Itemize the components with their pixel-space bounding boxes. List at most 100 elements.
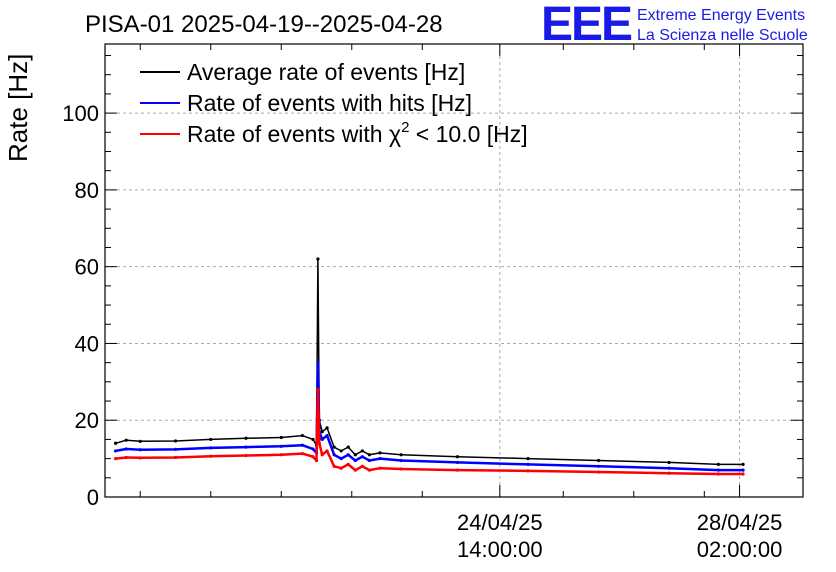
data-point — [320, 453, 324, 457]
data-point — [360, 455, 364, 459]
data-point — [320, 430, 324, 434]
data-point — [244, 453, 248, 458]
x-tick-label-date: 28/04/25 — [697, 510, 783, 535]
data-point — [741, 472, 745, 476]
data-point — [173, 439, 178, 443]
logo-line-1: Extreme Energy Events — [637, 7, 805, 24]
data-point — [339, 449, 343, 453]
data-point — [173, 447, 178, 451]
eee-logo: EEE — [541, 0, 632, 51]
data-point — [353, 468, 357, 472]
data-point — [209, 437, 213, 442]
y-tick-label: 0 — [87, 485, 99, 510]
data-point — [325, 449, 329, 453]
data-point — [325, 433, 329, 438]
legend: Average rate of events [Hz] Rate of event… — [140, 59, 528, 147]
y-axis-label: Rate [Hz] — [3, 54, 33, 162]
y-tick-label: 100 — [62, 101, 99, 126]
data-point — [209, 454, 213, 458]
data-point — [124, 438, 128, 442]
data-point — [325, 426, 329, 430]
legend-label: Rate of events with χ2 < 10.0 [Hz] — [187, 119, 528, 147]
data-point — [332, 453, 336, 457]
data-point — [667, 471, 671, 475]
data-point — [244, 436, 248, 440]
data-point — [317, 441, 321, 445]
data-point — [279, 453, 283, 457]
data-point — [113, 457, 118, 461]
grid — [105, 44, 803, 497]
data-point — [339, 457, 343, 461]
data-point — [113, 449, 118, 453]
data-point — [244, 445, 248, 449]
data-point — [279, 444, 283, 448]
x-tick-label-time: 02:00:00 — [697, 537, 783, 562]
series-line — [115, 258, 744, 466]
data-point — [300, 433, 305, 438]
y-tick-label: 60 — [75, 255, 99, 280]
legend-label: Average rate of events [Hz] — [187, 59, 465, 85]
data-point — [332, 464, 336, 468]
chart-title: PISA-01 2025-04-19--2025-04-28 — [85, 11, 443, 38]
data-point — [596, 458, 601, 463]
data-point — [346, 445, 350, 449]
data-point — [360, 449, 364, 453]
data-point — [138, 456, 142, 460]
data-point — [346, 453, 350, 457]
series-line — [115, 361, 744, 472]
data-point — [311, 437, 315, 442]
data-point — [596, 470, 601, 474]
data-point — [311, 447, 315, 451]
data-point — [378, 457, 382, 461]
data-point — [124, 455, 128, 460]
data-point — [378, 451, 382, 455]
logo-line-2: La Scienza nelle Scuole — [637, 27, 808, 44]
data-point — [399, 453, 403, 457]
data-point — [316, 361, 320, 365]
data-point — [360, 464, 364, 468]
data-point — [353, 458, 357, 463]
data-point — [526, 457, 530, 461]
data-point — [316, 387, 320, 392]
plot-frame — [104, 43, 804, 498]
x-tick-label-date: 24/04/25 — [457, 510, 543, 535]
data-point — [399, 467, 403, 471]
data-point — [339, 466, 343, 470]
data-point — [316, 257, 320, 261]
data-point — [716, 462, 720, 466]
data-point — [300, 443, 305, 447]
data-point — [173, 455, 178, 460]
y-tick-label: 20 — [75, 408, 99, 433]
data-point — [716, 468, 720, 472]
data-point — [741, 462, 745, 466]
data-point — [138, 439, 142, 443]
data-point — [113, 441, 118, 445]
legend-label: Rate of events with hits [Hz] — [187, 90, 472, 116]
data-point — [353, 453, 357, 457]
data-point — [455, 455, 460, 459]
data-point — [332, 445, 336, 449]
data-point — [716, 472, 720, 476]
y-tick-label: 40 — [75, 331, 99, 356]
data-point — [378, 466, 382, 470]
data-point — [124, 447, 128, 451]
data-point — [596, 464, 601, 468]
data-point — [741, 468, 745, 472]
data-point — [367, 453, 371, 457]
data-point — [314, 458, 319, 463]
series-group — [113, 257, 745, 476]
data-point — [346, 462, 350, 466]
data-point — [311, 455, 315, 459]
series-line — [115, 388, 744, 476]
data-point — [367, 468, 371, 472]
data-point — [526, 462, 530, 466]
data-point — [138, 448, 142, 452]
data-point — [667, 466, 671, 470]
y-tick-label: 80 — [75, 178, 99, 203]
data-point — [279, 435, 283, 440]
data-point — [367, 458, 371, 463]
data-point — [526, 469, 530, 473]
data-point — [209, 446, 213, 450]
